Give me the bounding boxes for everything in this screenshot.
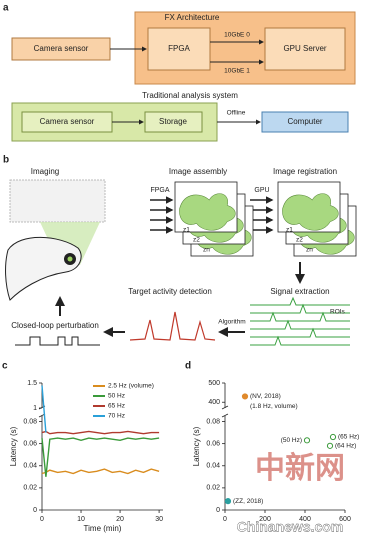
- traditional-title: Traditional analysis system: [142, 91, 238, 100]
- watermark: 中新网: [255, 452, 345, 485]
- panel-label: a: [3, 3, 9, 14]
- fpga-box: [147, 27, 211, 71]
- fx-title: FX Architecture: [165, 13, 220, 22]
- y-tick-label: 1.5: [27, 380, 37, 387]
- y-tick-label: 500: [208, 380, 220, 387]
- y-tick-label: 0.02: [206, 485, 220, 492]
- stage-label: GPU: [254, 187, 269, 194]
- point-label: (50 Hz): [281, 437, 302, 444]
- y-tick-label: 0.02: [23, 485, 37, 492]
- legend-label: 50 Hz: [108, 393, 125, 400]
- y-tick-label: 0.08: [206, 418, 220, 425]
- y-tick-label: 0.08: [23, 418, 37, 425]
- point-label: (65 Hz): [338, 434, 359, 441]
- step-title: Target activity detection: [128, 287, 212, 296]
- box-text: Camera sensor: [40, 117, 95, 126]
- point-label: (64 Hz): [335, 443, 356, 450]
- y-tick-label: 0.04: [23, 463, 37, 470]
- plane-label: z1: [183, 227, 190, 234]
- y-tick-label: 400: [208, 399, 220, 406]
- box-text: FPGA: [168, 44, 190, 53]
- y-tick-label: 0: [216, 507, 220, 514]
- step-title: Image assembly: [169, 167, 227, 176]
- x-tick-label: 30: [155, 516, 163, 523]
- panel-label: b: [3, 155, 9, 166]
- panel-label: c: [2, 361, 8, 372]
- detection-trace: [129, 311, 216, 341]
- series-line: [41, 468, 160, 475]
- y-tick-label: 0.06: [206, 440, 220, 447]
- x-tick-label: 0: [40, 516, 44, 523]
- plane-label: zn: [203, 247, 210, 254]
- y-axis-title: Latency (s): [192, 426, 201, 466]
- x-tick-label: 10: [77, 516, 85, 523]
- box-text: Computer: [287, 117, 322, 126]
- x-axis-title: Time (min): [84, 524, 122, 533]
- plane-label: z2: [193, 237, 200, 244]
- y-tick-label: 1: [33, 405, 37, 412]
- link-label: 10GbE 0: [224, 32, 250, 39]
- step-title: Signal extraction: [270, 287, 329, 296]
- x-tick-label: 0: [223, 516, 227, 523]
- rois-label: ROIs: [330, 309, 346, 316]
- point: [303, 437, 311, 444]
- legend-label: 2.5 Hz (volume): [108, 383, 154, 390]
- x-tick-label: 200: [259, 516, 271, 523]
- series-line: [41, 385, 47, 433]
- storage-box: [144, 111, 203, 133]
- chart: c Latency (s) Time (min) 0 0.02 0.04 0.06 0.08 1…: [2, 361, 163, 533]
- step-title: Imaging: [31, 167, 59, 176]
- imaging-drawing: [5, 179, 106, 301]
- x-tick-label: 400: [299, 516, 311, 523]
- plane-label: z2: [296, 237, 303, 244]
- x-tick-label: 600: [339, 516, 351, 523]
- step-title: Image registration: [273, 167, 337, 176]
- gpu-box: [264, 27, 346, 71]
- point-sublabel: (1.8 Hz, volume): [250, 403, 298, 410]
- stimulus-trace: [15, 336, 100, 346]
- point: [326, 442, 334, 449]
- x-tick-label: 20: [116, 516, 124, 523]
- offline-label: Offline: [227, 110, 246, 117]
- step-title: Closed-loop perturbation: [11, 321, 99, 330]
- y-axis-title: Latency (s): [9, 426, 18, 466]
- plane-label: z1: [286, 227, 293, 234]
- panel-label: d: [185, 361, 191, 372]
- box-text: GPU Server: [283, 44, 326, 53]
- y-tick-label: 0.04: [206, 463, 220, 470]
- stage-label: FPGA: [150, 187, 169, 194]
- series-line: [41, 437, 160, 477]
- watermark: Chinanews.com: [237, 519, 344, 535]
- roi-traces: [250, 296, 350, 346]
- legend-label: 70 Hz: [108, 413, 125, 420]
- chart: d Latency (s) 0 0.02 0.04 0.06 0.08 400 500 0 200 4…: [185, 361, 359, 523]
- frame: [277, 181, 341, 233]
- box-text: Storage: [159, 117, 188, 126]
- legend-label: 65 Hz: [108, 403, 125, 410]
- computer-box: [261, 111, 349, 133]
- series-line: [41, 430, 160, 435]
- arrows-in: [150, 196, 274, 234]
- plane-label: zn: [306, 247, 313, 254]
- algorithm-label: Algorithm: [218, 319, 245, 326]
- y-tick-label: 0.06: [23, 440, 37, 447]
- box-text: Camera sensor: [34, 44, 89, 53]
- frame: [174, 181, 238, 233]
- point: [224, 498, 232, 505]
- point: [329, 433, 337, 441]
- y-axis: [41, 383, 163, 511]
- point-label: (ZZ, 2018): [233, 498, 263, 505]
- charts: c Latency (s) Time (min) 0 0.02 0.04 0.06 0.08 1…: [2, 361, 359, 533]
- y-tick-label: 0: [33, 507, 37, 514]
- point-label: (NV, 2018): [250, 393, 281, 400]
- link-label: 10GbE 1: [224, 68, 250, 75]
- point: [241, 393, 249, 400]
- axis-break: [221, 405, 229, 418]
